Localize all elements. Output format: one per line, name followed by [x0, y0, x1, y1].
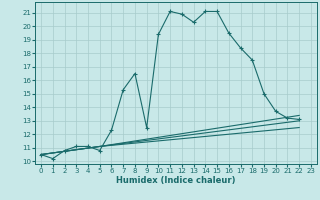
X-axis label: Humidex (Indice chaleur): Humidex (Indice chaleur)	[116, 176, 236, 185]
